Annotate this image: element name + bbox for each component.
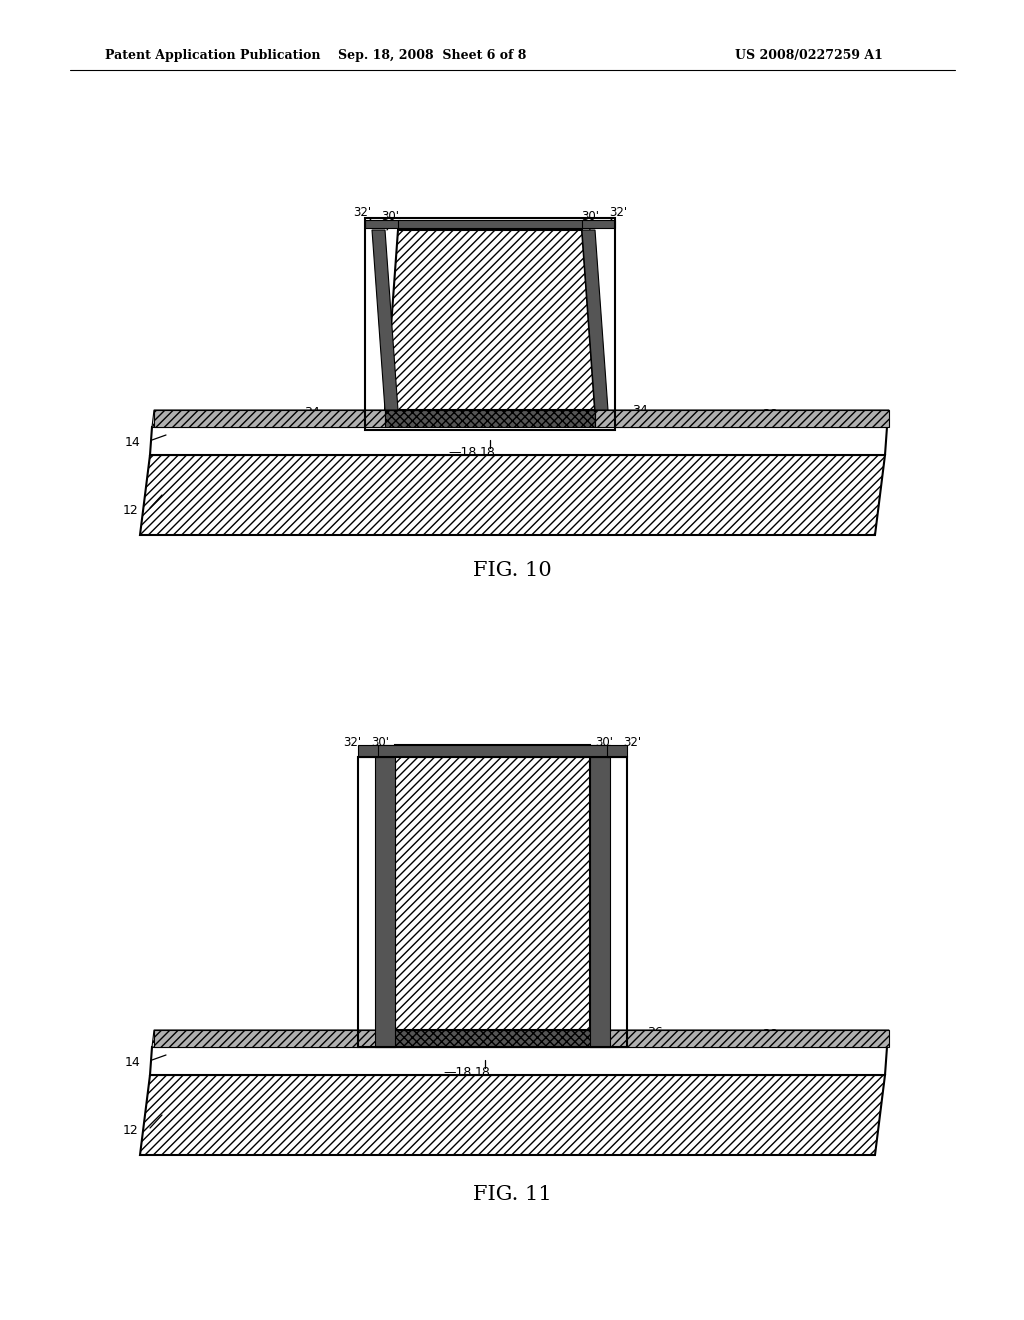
Polygon shape: [595, 411, 889, 426]
Text: 14: 14: [124, 1056, 140, 1068]
Text: 32': 32': [353, 206, 371, 219]
Polygon shape: [582, 230, 608, 411]
Polygon shape: [395, 744, 590, 1030]
Polygon shape: [385, 411, 595, 426]
Text: 30': 30': [381, 210, 399, 223]
Text: 28: 28: [195, 409, 210, 422]
Text: Sep. 18, 2008  Sheet 6 of 8: Sep. 18, 2008 Sheet 6 of 8: [338, 49, 526, 62]
Polygon shape: [395, 1030, 590, 1047]
Polygon shape: [152, 411, 889, 426]
Text: Patent Application Publication: Patent Application Publication: [105, 49, 321, 62]
Text: 32': 32': [609, 206, 627, 219]
Text: —18: —18: [449, 446, 477, 458]
Text: 30': 30': [371, 737, 389, 750]
Text: 30': 30': [581, 210, 599, 223]
Text: 32': 32': [343, 735, 361, 748]
Text: 22: 22: [469, 338, 485, 351]
Text: 14: 14: [124, 436, 140, 449]
Polygon shape: [580, 220, 615, 228]
Polygon shape: [398, 220, 582, 228]
Text: 28: 28: [762, 408, 778, 421]
Text: 28: 28: [762, 1028, 778, 1041]
Text: 36: 36: [647, 1027, 663, 1040]
Polygon shape: [590, 1030, 889, 1047]
Polygon shape: [154, 411, 385, 426]
Text: 12: 12: [122, 503, 138, 516]
Text: 34: 34: [304, 407, 319, 420]
Polygon shape: [358, 744, 378, 756]
Polygon shape: [385, 230, 595, 411]
Text: 12: 12: [122, 1123, 138, 1137]
Text: 20: 20: [614, 411, 630, 424]
Polygon shape: [365, 220, 400, 228]
Polygon shape: [375, 744, 610, 756]
Polygon shape: [140, 455, 885, 535]
Text: FIG. 10: FIG. 10: [473, 561, 551, 579]
Text: 30': 30': [595, 737, 613, 750]
Text: —18: —18: [443, 1065, 472, 1078]
Polygon shape: [372, 230, 398, 411]
Text: 22: 22: [477, 788, 493, 801]
Polygon shape: [607, 744, 627, 756]
Polygon shape: [140, 1074, 885, 1155]
Polygon shape: [152, 1030, 889, 1047]
Polygon shape: [154, 1030, 395, 1047]
Text: FIG. 11: FIG. 11: [473, 1185, 551, 1204]
Polygon shape: [375, 744, 395, 1047]
Text: US 2008/0227259 A1: US 2008/0227259 A1: [735, 49, 883, 62]
Polygon shape: [150, 1047, 887, 1074]
Text: 32': 32': [623, 735, 641, 748]
Text: 18: 18: [475, 1065, 490, 1078]
Polygon shape: [590, 744, 610, 1047]
Text: 18: 18: [480, 446, 496, 458]
Text: 34: 34: [632, 404, 648, 417]
Polygon shape: [150, 426, 887, 455]
Text: 20: 20: [614, 1031, 630, 1044]
Text: 28: 28: [195, 1030, 210, 1043]
